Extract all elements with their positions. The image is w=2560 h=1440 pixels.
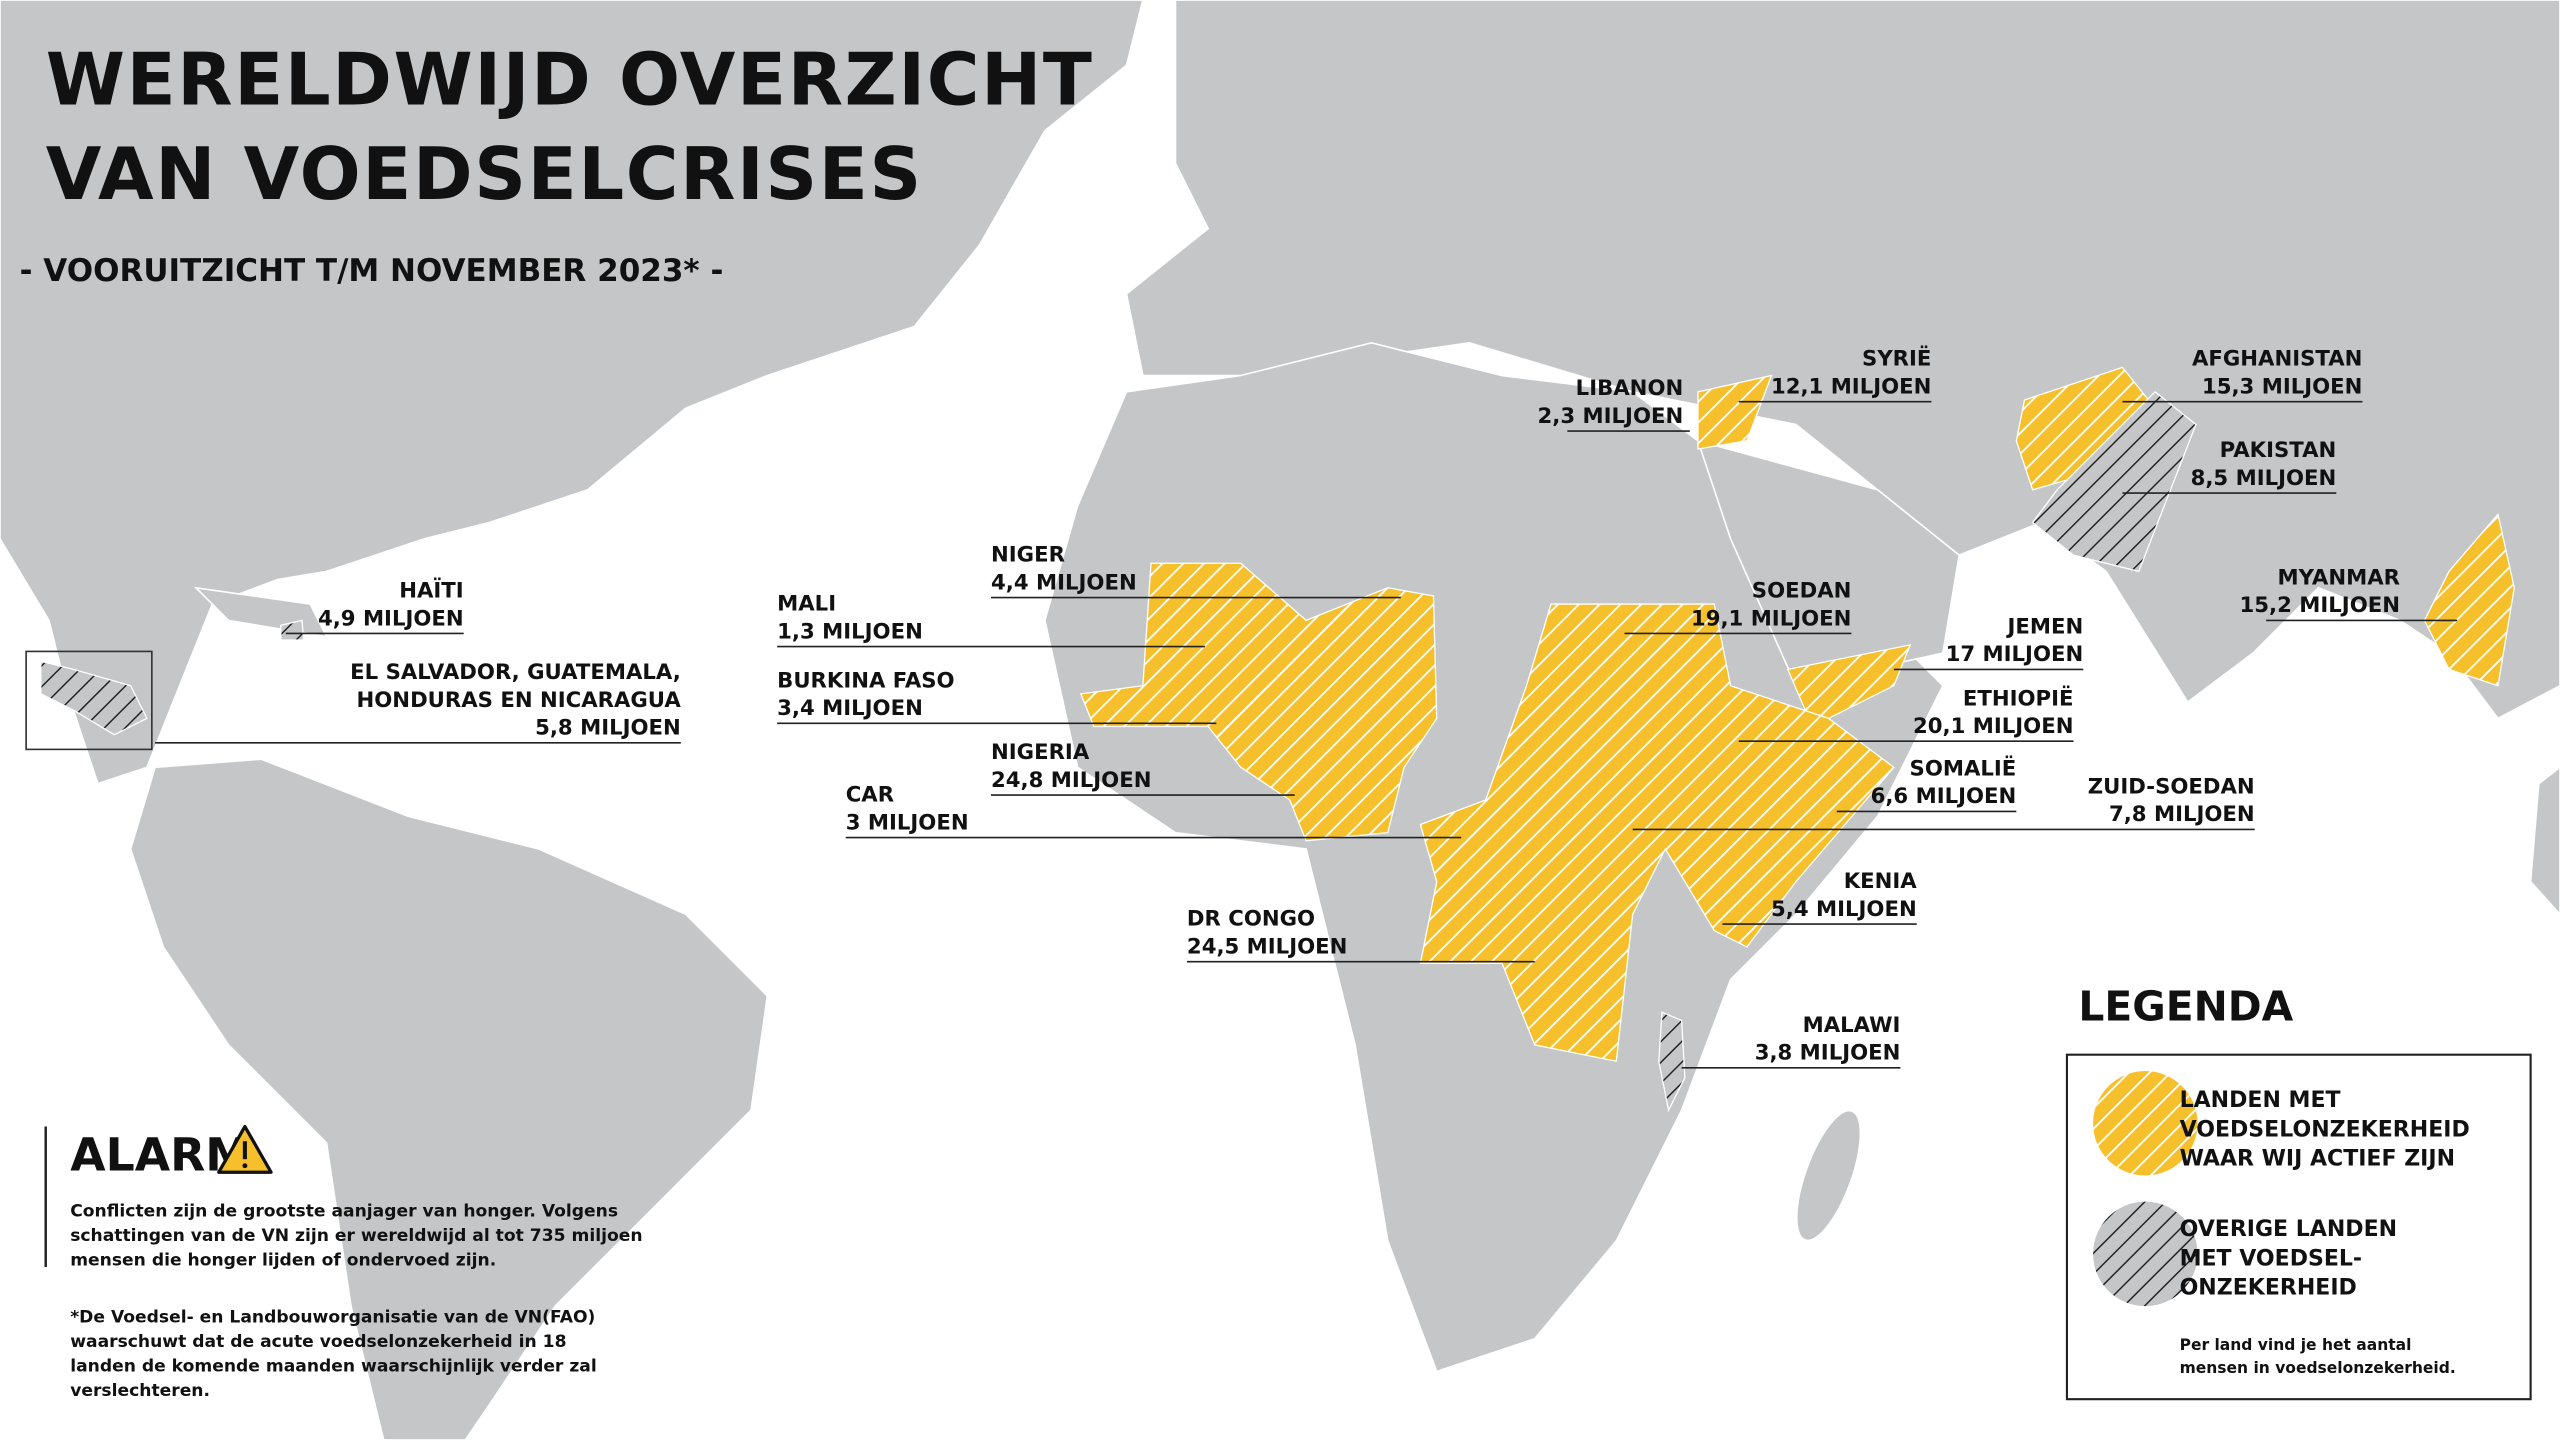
country-name: CAR — [846, 783, 894, 808]
country-name: HAÏTI — [399, 578, 463, 604]
country-name: NIGERIA — [991, 740, 1090, 765]
country-amount: 15,3 MILJOEN — [2202, 374, 2362, 399]
country-name: HONDURAS EN NICARAGUA — [357, 688, 682, 713]
inset-box — [25, 650, 153, 751]
country-amount: 20,1 MILJOEN — [1913, 714, 2073, 739]
footnote: *De Voedsel- en Landbouworganisatie van … — [70, 1307, 595, 1327]
country-amount: 3,4 MILJOEN — [777, 696, 923, 721]
legend-text: WAAR WIJ ACTIEF ZIJN — [2180, 1147, 2455, 1172]
country-amount: 4,9 MILJOEN — [318, 606, 464, 631]
legend-text: ONZEKERHEID — [2180, 1276, 2357, 1301]
country-amount: 3 MILJOEN — [846, 810, 969, 835]
country-name: MALI — [777, 592, 836, 617]
legend-text: LANDEN MET — [2180, 1088, 2341, 1113]
country-name: EL SALVADOR, GUATEMALA, — [350, 660, 681, 685]
country-amount: 5,4 MILJOEN — [1771, 897, 1917, 922]
country-amount: 3,8 MILJOEN — [1755, 1041, 1901, 1066]
title: VAN VOEDSELCRISES — [46, 132, 923, 216]
country-name: LIBANON — [1576, 376, 1684, 401]
legend-text: MET VOEDSEL- — [2180, 1246, 2363, 1271]
country-name: SYRIË — [1862, 346, 1931, 372]
country-amount: 7,8 MILJOEN — [2109, 802, 2255, 827]
country-amount: 12,1 MILJOEN — [1771, 374, 1931, 399]
country-name: MYANMAR — [2277, 565, 2400, 590]
legend-swatch — [2093, 1071, 2198, 1176]
footnote: verslechteren. — [70, 1381, 210, 1401]
country-name: PAKISTAN — [2220, 438, 2337, 463]
subtitle: - VOORUITZICHT T/M NOVEMBER 2023* - — [20, 253, 724, 289]
legend-title: LEGENDA — [2078, 982, 2293, 1030]
country-name: ZUID-SOEDAN — [2088, 774, 2255, 799]
country-name: BURKINA FASO — [777, 668, 954, 693]
country-amount: 19,1 MILJOEN — [1691, 606, 1851, 631]
country-name: SOMALIË — [1910, 756, 2017, 782]
alarm-text: Conflicten zijn de grootste aanjager van… — [70, 1201, 618, 1221]
legend-note: Per land vind je het aantal — [2180, 1336, 2412, 1354]
legend-swatch — [2093, 1201, 2198, 1307]
warning-icon — [217, 1124, 273, 1174]
footnote: waarschuwt dat de acute voedselonzekerhe… — [70, 1332, 566, 1352]
title: WERELDWIJD OVERZICHT — [46, 37, 1094, 121]
country-amount: 6,6 MILJOEN — [1871, 784, 2017, 809]
country-amount: 17 MILJOEN — [1946, 642, 2084, 667]
country-amount: 1,3 MILJOEN — [777, 619, 923, 644]
country-name: DR CONGO — [1187, 907, 1315, 932]
country-amount: 2,3 MILJOEN — [1538, 404, 1684, 429]
country-name: NIGER — [991, 543, 1065, 568]
country-name: JEMEN — [2005, 614, 2083, 639]
footnote: landen de komende maanden waarschijnlijk… — [70, 1356, 597, 1376]
legend-text: VOEDSELONZEKERHEID — [2180, 1117, 2470, 1142]
country-amount: 24,8 MILJOEN — [991, 768, 1151, 793]
country-name: SOEDAN — [1752, 579, 1852, 604]
alarm-text: schattingen van de VN zijn er wereldwijd… — [70, 1226, 642, 1246]
country-name: AFGHANISTAN — [2192, 347, 2362, 372]
country-name: ETHIOPIË — [1963, 685, 2074, 711]
alarm-text: mensen die honger lijden of ondervoed zi… — [70, 1250, 496, 1270]
country-amount: 24,5 MILJOEN — [1187, 934, 1347, 959]
country-name: MALAWI — [1803, 1013, 1901, 1038]
crisis-countries — [40, 366, 2515, 1113]
legend-text: OVERIGE LANDEN — [2180, 1217, 2398, 1242]
legend-note: mensen in voedselonzekerheid. — [2180, 1359, 2456, 1377]
country-name: KENIA — [1844, 869, 1918, 894]
country-amount: 8,5 MILJOEN — [2191, 466, 2337, 491]
country-amount: 5,8 MILJOEN — [535, 716, 681, 741]
country-amount: 4,4 MILJOEN — [991, 570, 1137, 595]
country-amount: 15,2 MILJOEN — [2240, 593, 2400, 618]
